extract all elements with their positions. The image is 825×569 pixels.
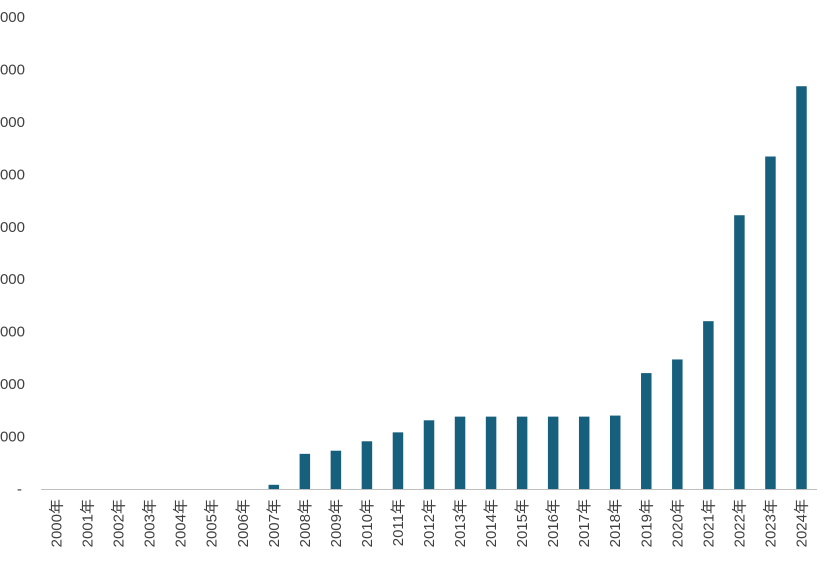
x-tick-label: 2004年	[173, 499, 190, 547]
bar-series	[268, 86, 807, 490]
x-tick-label: 2015年	[514, 499, 531, 547]
y-tick-label: 000	[0, 61, 25, 78]
y-tick-label: 000	[0, 114, 25, 131]
x-tick-label: 2016年	[545, 499, 562, 547]
x-tick-label: 2008年	[297, 499, 314, 547]
y-tick-label: 000	[0, 324, 25, 341]
bar	[734, 215, 745, 490]
x-tick-label: 2006年	[235, 499, 252, 547]
bar	[392, 432, 404, 489]
x-tick-label: 2000年	[49, 499, 66, 547]
x-tick-label: 2018年	[607, 499, 624, 547]
y-tick-label: 000	[0, 376, 25, 393]
bar	[299, 453, 311, 489]
x-tick-label: 2007年	[266, 499, 283, 547]
x-tick-label: 2017年	[576, 499, 593, 547]
bar	[796, 86, 807, 489]
bar	[454, 416, 466, 489]
y-axis-ticks: - 000 000 000 000 000 000 000 000 000	[0, 9, 25, 498]
bar	[330, 450, 342, 489]
bar	[641, 373, 652, 489]
y-tick-label: 000	[0, 166, 25, 183]
x-tick-label: 2011年	[390, 499, 407, 546]
x-tick-label: 2009年	[328, 499, 345, 547]
x-tick-label: 2001年	[80, 499, 97, 547]
x-tick-label: 2003年	[142, 499, 159, 547]
x-tick-label: 2014年	[483, 499, 500, 547]
bar	[423, 420, 435, 489]
bar	[609, 415, 621, 489]
x-tick-label: 2023年	[762, 499, 779, 547]
x-tick-label: 2021年	[700, 499, 717, 547]
bar	[516, 416, 528, 489]
bar	[672, 359, 683, 489]
bar	[765, 156, 776, 489]
x-axis-ticks: 2000年 2001年 2002年 2003年 2004年 2005年 2006年 2007年…	[49, 499, 811, 547]
x-tick-label: 2020年	[669, 499, 686, 547]
x-tick-label: 2012年	[421, 499, 438, 547]
bar	[361, 441, 373, 489]
bar	[268, 484, 280, 489]
bar	[703, 321, 714, 489]
y-tick-label: 000	[0, 9, 25, 26]
y-tick-label: 000	[0, 429, 25, 446]
y-tick-label: 000	[0, 219, 25, 236]
y-tick-label: 000	[0, 271, 25, 288]
x-tick-label: 2024年	[793, 499, 810, 547]
x-tick-label: 2005年	[204, 499, 221, 547]
bar	[578, 416, 590, 489]
x-tick-label: 2022年	[731, 499, 748, 547]
bar	[547, 416, 559, 489]
x-tick-label: 2002年	[111, 499, 128, 547]
x-tick-label: 2019年	[638, 499, 655, 547]
y-tick-label: -	[17, 481, 22, 498]
x-tick-label: 2010年	[359, 499, 376, 547]
x-tick-label: 2013年	[452, 499, 469, 547]
bar	[485, 416, 497, 489]
